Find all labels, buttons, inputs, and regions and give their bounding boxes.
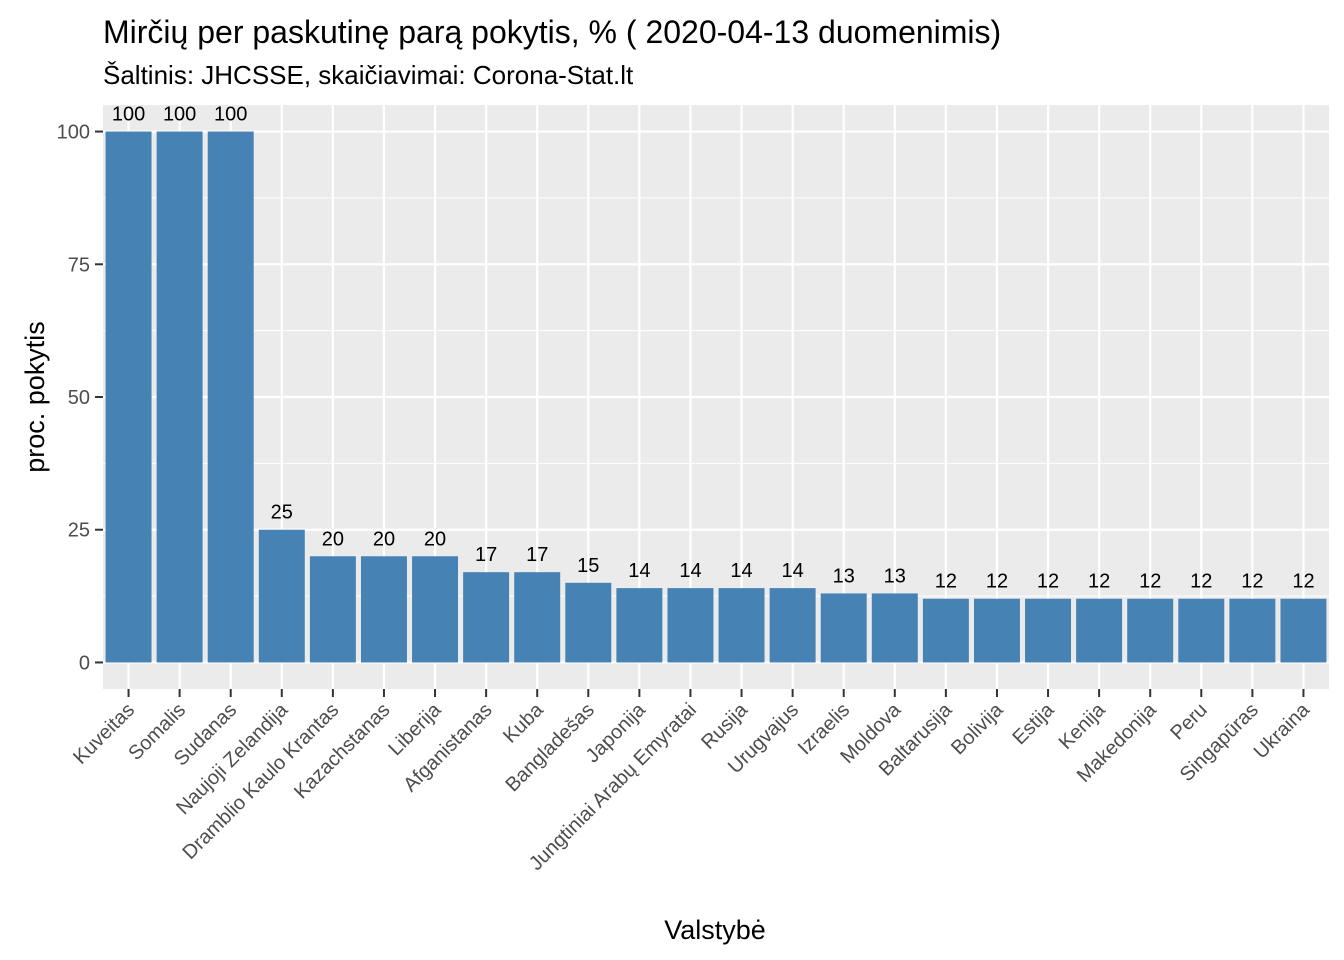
bar	[207, 131, 254, 663]
data-label: 17	[475, 544, 497, 566]
data-label: 12	[935, 571, 957, 593]
bar	[360, 556, 407, 663]
data-label: 100	[112, 104, 145, 126]
x-tick-label: Bangladešas	[501, 699, 598, 796]
data-label: 100	[163, 104, 196, 126]
x-tick-label: Ukraina	[1250, 698, 1315, 763]
data-label: 100	[214, 104, 247, 126]
bar	[769, 588, 816, 663]
bar	[820, 593, 867, 663]
y-tick-label: 25	[68, 520, 90, 542]
data-label: 12	[1241, 571, 1263, 593]
chart-subtitle: Šaltinis: JHCSSE, skaičiavimai: Corona-S…	[103, 60, 634, 90]
bars	[105, 131, 1327, 663]
data-label: 20	[373, 528, 395, 550]
bar	[156, 131, 203, 663]
data-label: 13	[884, 565, 906, 587]
data-label: 20	[424, 528, 446, 550]
data-label: 12	[1037, 571, 1059, 593]
bar	[1127, 598, 1174, 663]
y-tick-label: 0	[79, 652, 90, 674]
bar	[1076, 598, 1123, 663]
x-tick-label: Estija	[1008, 698, 1059, 749]
bar	[616, 588, 663, 663]
y-axis-title: proc. pokytis	[20, 321, 50, 473]
bar	[258, 529, 305, 663]
data-label: 14	[730, 560, 752, 582]
bar	[1280, 598, 1327, 663]
data-label: 20	[322, 528, 344, 550]
bar	[412, 556, 459, 663]
bar	[1025, 598, 1072, 663]
bar	[1229, 598, 1276, 663]
data-label: 14	[782, 560, 804, 582]
data-label: 25	[271, 502, 293, 524]
x-tick-label: Peru	[1166, 699, 1211, 744]
data-label: 12	[986, 571, 1008, 593]
bar	[309, 556, 356, 663]
data-labels: 100 100 100 25 20 20 20 17 17 15 14 14 14 14 13 13 12 12 1…	[112, 104, 1315, 593]
bar	[973, 598, 1020, 663]
x-axis-title: Valstybė	[664, 915, 766, 945]
bar	[514, 572, 561, 663]
bar	[922, 598, 969, 663]
bar	[565, 582, 612, 663]
y-tick-label: 50	[68, 387, 90, 409]
data-label: 12	[1292, 571, 1314, 593]
y-axis: 0 25 50 75 100	[57, 122, 103, 674]
data-label: 17	[526, 544, 548, 566]
x-tick-label: Kuveitas	[69, 699, 139, 769]
y-tick-label: 100	[57, 122, 90, 144]
x-tick-label: Bolivija	[947, 698, 1008, 759]
x-tick-label: Afganistanas	[399, 699, 496, 796]
bar	[105, 131, 152, 663]
data-label: 12	[1088, 571, 1110, 593]
data-label: 14	[628, 560, 650, 582]
chart-title: Mirčių per paskutinę parą pokytis, % ( 2…	[103, 14, 1001, 50]
data-label: 15	[577, 555, 599, 577]
data-label: 14	[679, 560, 701, 582]
y-tick-label: 75	[68, 254, 90, 276]
bar	[463, 572, 510, 663]
data-label: 13	[833, 565, 855, 587]
data-label: 12	[1190, 571, 1212, 593]
bar	[1178, 598, 1225, 663]
bar	[667, 588, 714, 663]
bar	[871, 593, 918, 663]
data-label: 12	[1139, 571, 1161, 593]
bar	[718, 588, 765, 663]
